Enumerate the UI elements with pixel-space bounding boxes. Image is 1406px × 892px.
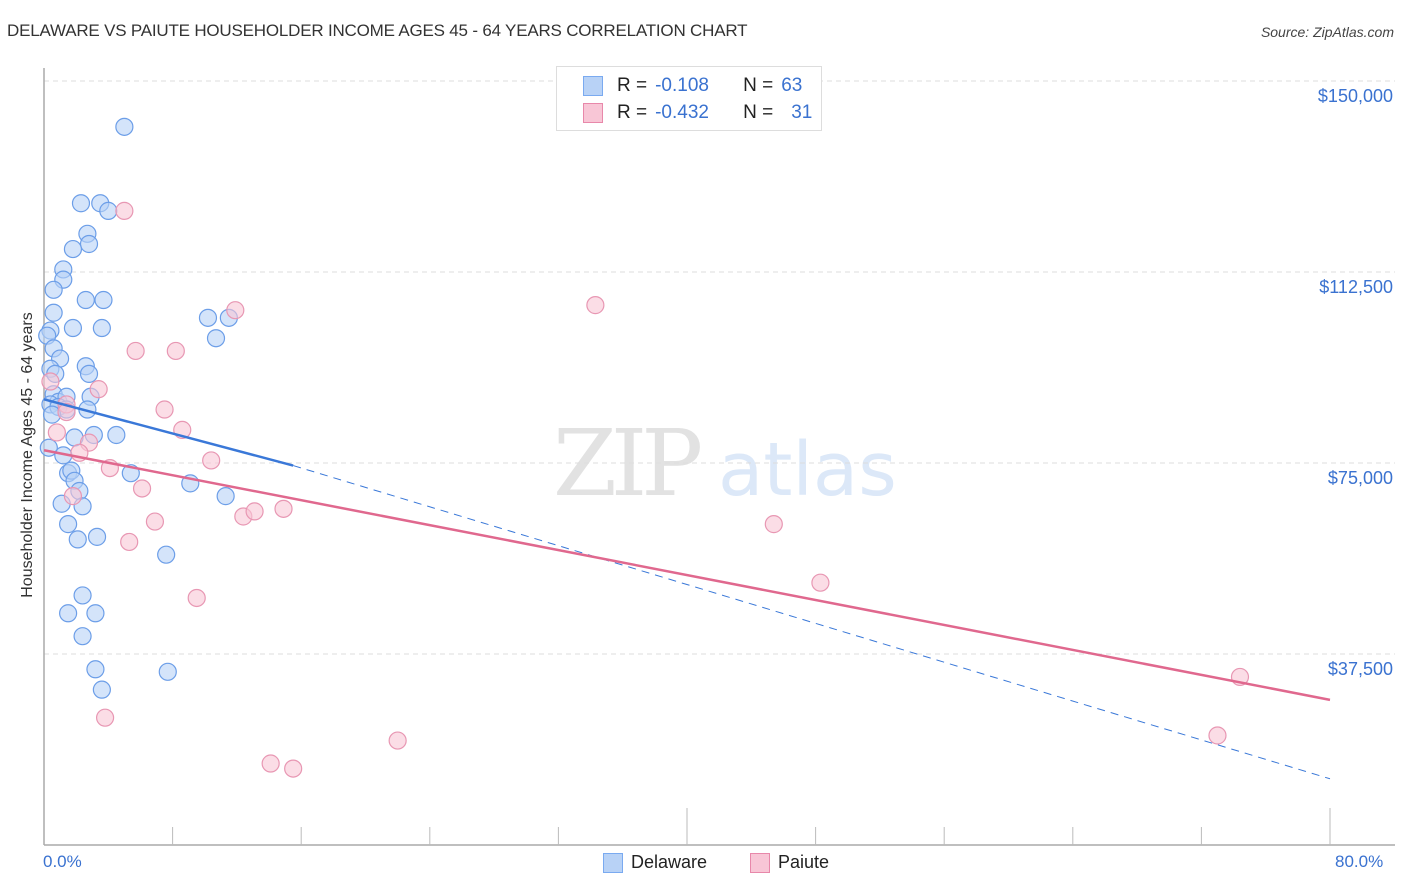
data-point [94,290,113,310]
correlation-legend: R = -0.108 N = 63 R = -0.432 N = 31 [556,66,822,131]
data-point [41,372,60,391]
data-point [388,731,407,750]
data-point [261,754,280,773]
paiute-swatch-icon [583,103,603,123]
data-point [216,487,235,506]
data-point [57,402,76,422]
data-point [99,201,118,220]
data-point [145,512,165,531]
data-point [92,680,111,699]
legend-label-delaware: Delaware [631,852,708,872]
data-point [44,303,63,322]
data-point [202,451,221,470]
data-point [63,318,83,338]
series-legend: Delaware Paiute [0,852,1406,878]
data-point [1208,726,1227,745]
data-point [132,479,152,498]
x-tick-min: 0.0% [43,852,82,871]
data-point [59,604,78,623]
r-value-delaware: -0.108 [655,75,709,96]
data-point [157,545,176,564]
data-point [71,194,91,213]
data-point [79,364,99,383]
data-point [158,662,177,681]
delaware-swatch-icon [583,76,603,96]
data-point [47,423,66,442]
data-point [245,502,264,521]
x-tick-max: 80.0% [1335,852,1384,871]
data-point [89,380,108,399]
data-point [73,627,92,646]
n-label: N = [743,75,774,96]
data-point [63,487,83,506]
y-tick-150000: $150,000 [1317,86,1393,106]
r-label: R = [617,75,648,96]
y-axis-label: Householder Income Ages 45 - 64 years [19,312,36,598]
data-point [115,201,134,220]
r-value-paiute: -0.432 [655,102,709,123]
paiute-trend-line [43,449,1331,702]
data-point [284,759,303,778]
data-point [76,290,95,310]
data-point [73,586,92,605]
delaware-swatch-icon [603,852,623,873]
data-point [764,515,783,534]
data-point [95,708,115,727]
data-point [226,301,245,320]
data-point [59,515,78,534]
legend-row-delaware: R = -0.108 N = 63 [583,74,802,98]
data-point [811,573,830,592]
y-tick-75000: $75,000 [1327,468,1393,488]
source-label: Source: ZipAtlas.com [1260,24,1394,40]
data-point [206,329,226,348]
data-point [44,280,63,299]
data-point [126,341,145,361]
data-point [120,532,139,552]
data-point [68,530,87,549]
data-point [92,318,111,338]
legend-label-paiute: Paiute [778,852,830,872]
axes [43,68,1395,846]
paiute-swatch-icon [750,852,770,873]
delaware-trend-extension [293,465,1331,780]
data-point [86,660,105,679]
n-value-paiute: 31 [791,102,813,123]
data-point [63,239,83,259]
data-point [115,117,134,136]
trend-lines [43,398,1331,780]
gridlines [44,80,1395,655]
data-point [86,604,105,623]
data-point [79,234,99,254]
n-value-delaware: 63 [781,75,803,96]
data-point [198,308,218,327]
data-point [274,499,293,518]
chart-title: DELAWARE VS PAIUTE HOUSEHOLDER INCOME AG… [7,21,748,40]
data-point [187,588,206,608]
legend-item-delaware[interactable]: Delaware [603,852,707,873]
r-label: R = [617,102,648,123]
legend-row-paiute: R = -0.432 N = 31 [583,101,812,125]
legend-item-paiute[interactable]: Paiute [750,852,829,873]
data-point [166,341,185,361]
data-point [155,400,174,419]
y-tick-112500: $112,500 [1319,277,1393,297]
data-point [586,296,605,315]
watermark-atlas: atlas [718,427,897,513]
data-point [107,425,126,445]
y-tick-37500: $37,500 [1327,659,1393,679]
data-point [87,527,107,546]
n-label: N = [743,102,774,123]
delaware-trend-line [43,398,294,467]
